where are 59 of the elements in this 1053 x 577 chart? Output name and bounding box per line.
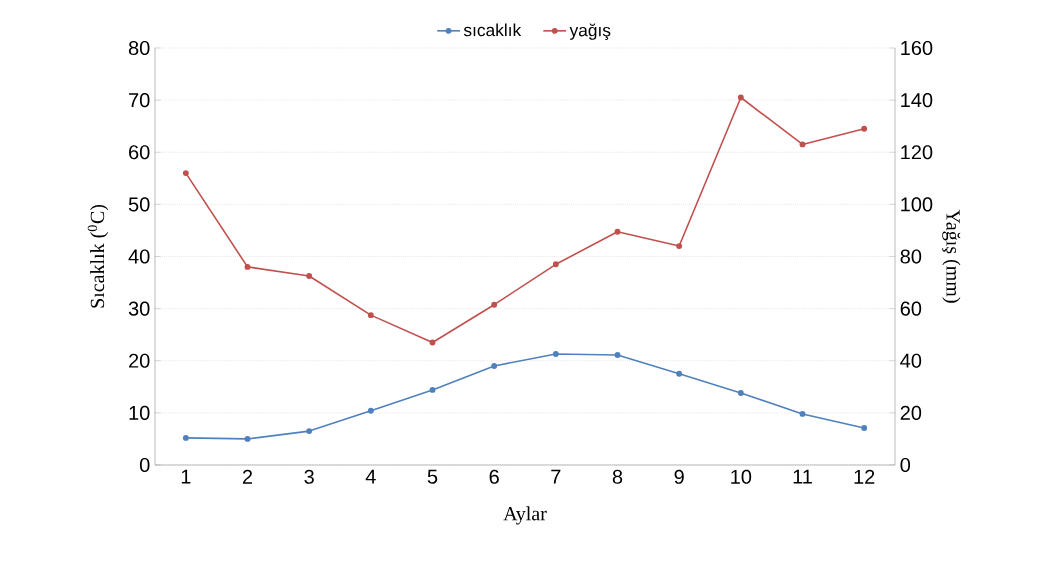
y-axis-title: Sıcaklık ($^{0}$C) bbox=[87, 204, 109, 308]
y-tick-label: 30 bbox=[128, 301, 150, 316]
x-tick-label: 8 bbox=[612, 469, 623, 484]
point bbox=[614, 228, 621, 235]
x-tick-label: 6 bbox=[489, 469, 499, 484]
legend-label: sıcaklık bbox=[463, 23, 522, 37]
y-tick-label: 0 bbox=[139, 457, 150, 473]
y2-axis-title: Yağış (mm) bbox=[942, 209, 961, 303]
y2-tick-label: 100 bbox=[901, 197, 933, 212]
y2-tick-label: 140 bbox=[901, 93, 933, 108]
y-tick-label: 60 bbox=[129, 145, 150, 160]
point bbox=[491, 363, 498, 369]
y2-tick-label: 60 bbox=[900, 301, 922, 316]
y-tick-label: 80 bbox=[128, 40, 150, 56]
y2-tick-label: 0 bbox=[900, 457, 911, 473]
point bbox=[429, 339, 436, 346]
point bbox=[552, 261, 559, 268]
point bbox=[799, 141, 806, 148]
point bbox=[676, 370, 683, 377]
y-tick-label: 40 bbox=[128, 249, 150, 264]
y2-tick-label: 20 bbox=[900, 405, 922, 420]
y2-tick-label: 80 bbox=[900, 249, 922, 264]
x-tick-label: 10 bbox=[731, 469, 752, 484]
y-tick-label: 70 bbox=[129, 93, 150, 108]
x-tick-label: 3 bbox=[304, 469, 314, 484]
y-tick-label: 10 bbox=[129, 405, 150, 420]
point bbox=[737, 94, 744, 101]
point bbox=[861, 425, 868, 431]
y-tick-label: 20 bbox=[129, 353, 150, 368]
point bbox=[552, 351, 559, 357]
point bbox=[676, 243, 683, 249]
point bbox=[799, 410, 806, 417]
legend-label: yağış bbox=[569, 23, 611, 40]
x-tick-label: 7 bbox=[551, 469, 561, 484]
x-tick-label: 5 bbox=[427, 469, 438, 484]
point bbox=[491, 301, 498, 308]
point bbox=[367, 312, 374, 319]
x-tick-label: 4 bbox=[365, 469, 376, 484]
point bbox=[367, 407, 374, 414]
y2-tick-label: 160 bbox=[901, 40, 933, 56]
x-tick-label: 2 bbox=[242, 469, 253, 484]
point bbox=[244, 435, 251, 442]
point bbox=[429, 387, 436, 393]
point bbox=[306, 273, 313, 279]
y2-tick-label: 120 bbox=[901, 145, 933, 160]
point bbox=[614, 352, 621, 358]
y2-tick-label: 40 bbox=[900, 353, 922, 368]
point bbox=[244, 263, 251, 270]
x-axis-title: Aylar bbox=[503, 506, 547, 525]
point bbox=[737, 390, 744, 396]
x-tick-label: 12 bbox=[854, 469, 875, 484]
x-tick-label: 9 bbox=[674, 469, 684, 484]
point bbox=[306, 428, 313, 435]
x-tick-label: 11 bbox=[793, 469, 812, 484]
y-tick-label: 50 bbox=[128, 197, 150, 212]
point bbox=[861, 125, 868, 132]
point bbox=[182, 434, 189, 441]
point bbox=[182, 170, 189, 177]
x-tick-label: 1 bbox=[181, 469, 191, 484]
